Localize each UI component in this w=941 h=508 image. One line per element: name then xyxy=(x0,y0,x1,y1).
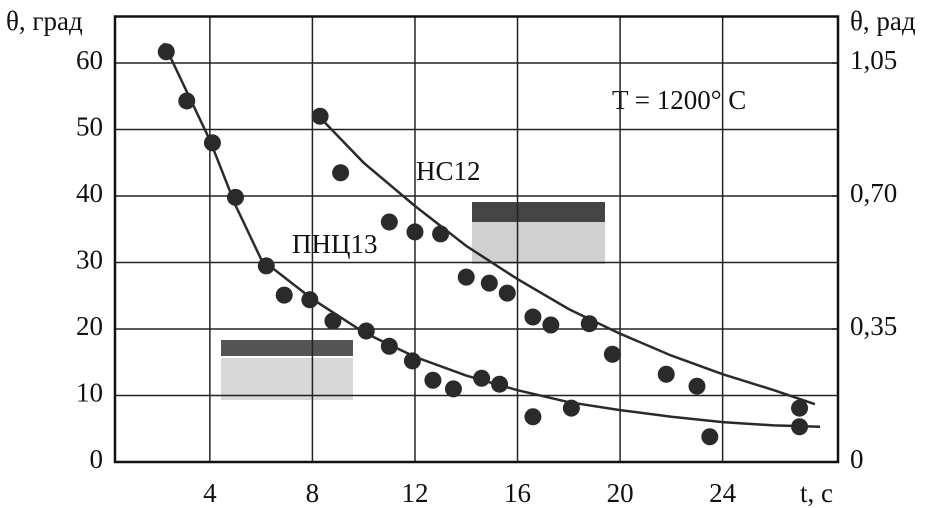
data-point xyxy=(481,275,498,292)
data-point xyxy=(178,92,195,109)
data-point xyxy=(276,287,293,304)
chart: θ, град θ, рад t, c T = 1200° C НС12 ПНЦ… xyxy=(0,0,941,508)
y-tick-label: 50 xyxy=(76,112,103,142)
data-point xyxy=(524,309,541,326)
data-point xyxy=(688,378,705,395)
data-point xyxy=(312,108,329,125)
data-point xyxy=(445,380,462,397)
scan-artifact xyxy=(221,340,353,356)
y2-tick-label: 0,35 xyxy=(850,311,897,341)
data-point xyxy=(542,317,559,334)
data-point xyxy=(432,225,449,242)
scan-artifact xyxy=(221,358,353,400)
data-point xyxy=(499,285,516,302)
data-point xyxy=(324,313,341,330)
y-tick-label: 30 xyxy=(76,245,103,275)
x-tick-label: 24 xyxy=(709,478,737,508)
data-point xyxy=(158,43,175,60)
data-point xyxy=(701,428,718,445)
data-point xyxy=(791,418,808,435)
scan-artifact xyxy=(472,222,605,264)
data-point xyxy=(301,291,318,308)
data-point xyxy=(258,257,275,274)
data-point xyxy=(473,370,490,387)
data-point xyxy=(491,376,508,393)
y-tick-label: 0 xyxy=(90,444,104,474)
data-point xyxy=(358,323,375,340)
data-point xyxy=(204,134,221,151)
data-point xyxy=(404,352,421,369)
x-tick-label: 12 xyxy=(401,478,428,508)
y2-tick-label: 1,05 xyxy=(850,45,897,75)
y2-tick-label: 0 xyxy=(850,444,864,474)
data-point xyxy=(424,372,441,389)
y-tick-label: 10 xyxy=(76,378,103,408)
y-tick-label: 60 xyxy=(76,45,103,75)
data-point xyxy=(406,223,423,240)
y2-tick-label: 0,70 xyxy=(850,178,897,208)
y-tick-label: 40 xyxy=(76,178,103,208)
data-point xyxy=(581,315,598,332)
scan-artifact xyxy=(472,202,605,222)
series-label: ПНЦ13 xyxy=(292,229,378,259)
right-axis-label: θ, рад xyxy=(850,6,916,36)
data-point xyxy=(227,189,244,206)
x-tick-label: 8 xyxy=(306,478,320,508)
data-point xyxy=(604,346,621,363)
annotation: T = 1200° C xyxy=(612,85,746,115)
data-point xyxy=(658,366,675,383)
data-point xyxy=(791,400,808,417)
data-point xyxy=(563,400,580,417)
data-point xyxy=(381,213,398,230)
data-point xyxy=(524,408,541,425)
y-tick-label: 20 xyxy=(76,311,103,341)
x-tick-label: 20 xyxy=(607,478,634,508)
left-axis-label: θ, град xyxy=(6,6,83,36)
data-point xyxy=(381,338,398,355)
data-point xyxy=(458,269,475,286)
x-axis-label: t, c xyxy=(800,478,833,508)
x-tick-label: 4 xyxy=(203,478,217,508)
series-label: НС12 xyxy=(416,156,481,186)
x-tick-label: 16 xyxy=(504,478,531,508)
data-point xyxy=(332,164,349,181)
